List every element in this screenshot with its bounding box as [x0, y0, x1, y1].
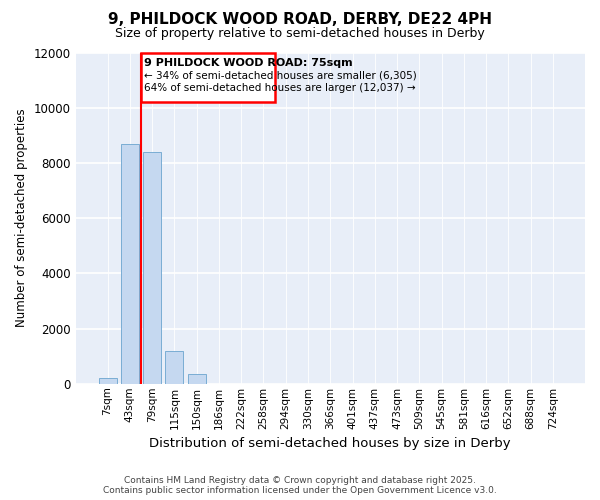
Bar	[98, 378, 116, 384]
Bar	[121, 144, 139, 384]
Text: ← 34% of semi-detached houses are smaller (6,305): ← 34% of semi-detached houses are smalle…	[143, 70, 416, 81]
FancyBboxPatch shape	[142, 52, 275, 102]
X-axis label: Distribution of semi-detached houses by size in Derby: Distribution of semi-detached houses by …	[149, 437, 511, 450]
Text: Contains HM Land Registry data © Crown copyright and database right 2025.
Contai: Contains HM Land Registry data © Crown c…	[103, 476, 497, 495]
Y-axis label: Number of semi-detached properties: Number of semi-detached properties	[15, 109, 28, 328]
Text: 64% of semi-detached houses are larger (12,037) →: 64% of semi-detached houses are larger (…	[143, 83, 415, 93]
Text: Size of property relative to semi-detached houses in Derby: Size of property relative to semi-detach…	[115, 28, 485, 40]
Text: 9 PHILDOCK WOOD ROAD: 75sqm: 9 PHILDOCK WOOD ROAD: 75sqm	[143, 58, 352, 68]
Text: 9, PHILDOCK WOOD ROAD, DERBY, DE22 4PH: 9, PHILDOCK WOOD ROAD, DERBY, DE22 4PH	[108, 12, 492, 28]
Bar	[143, 152, 161, 384]
Bar	[188, 374, 206, 384]
Bar	[166, 350, 184, 384]
